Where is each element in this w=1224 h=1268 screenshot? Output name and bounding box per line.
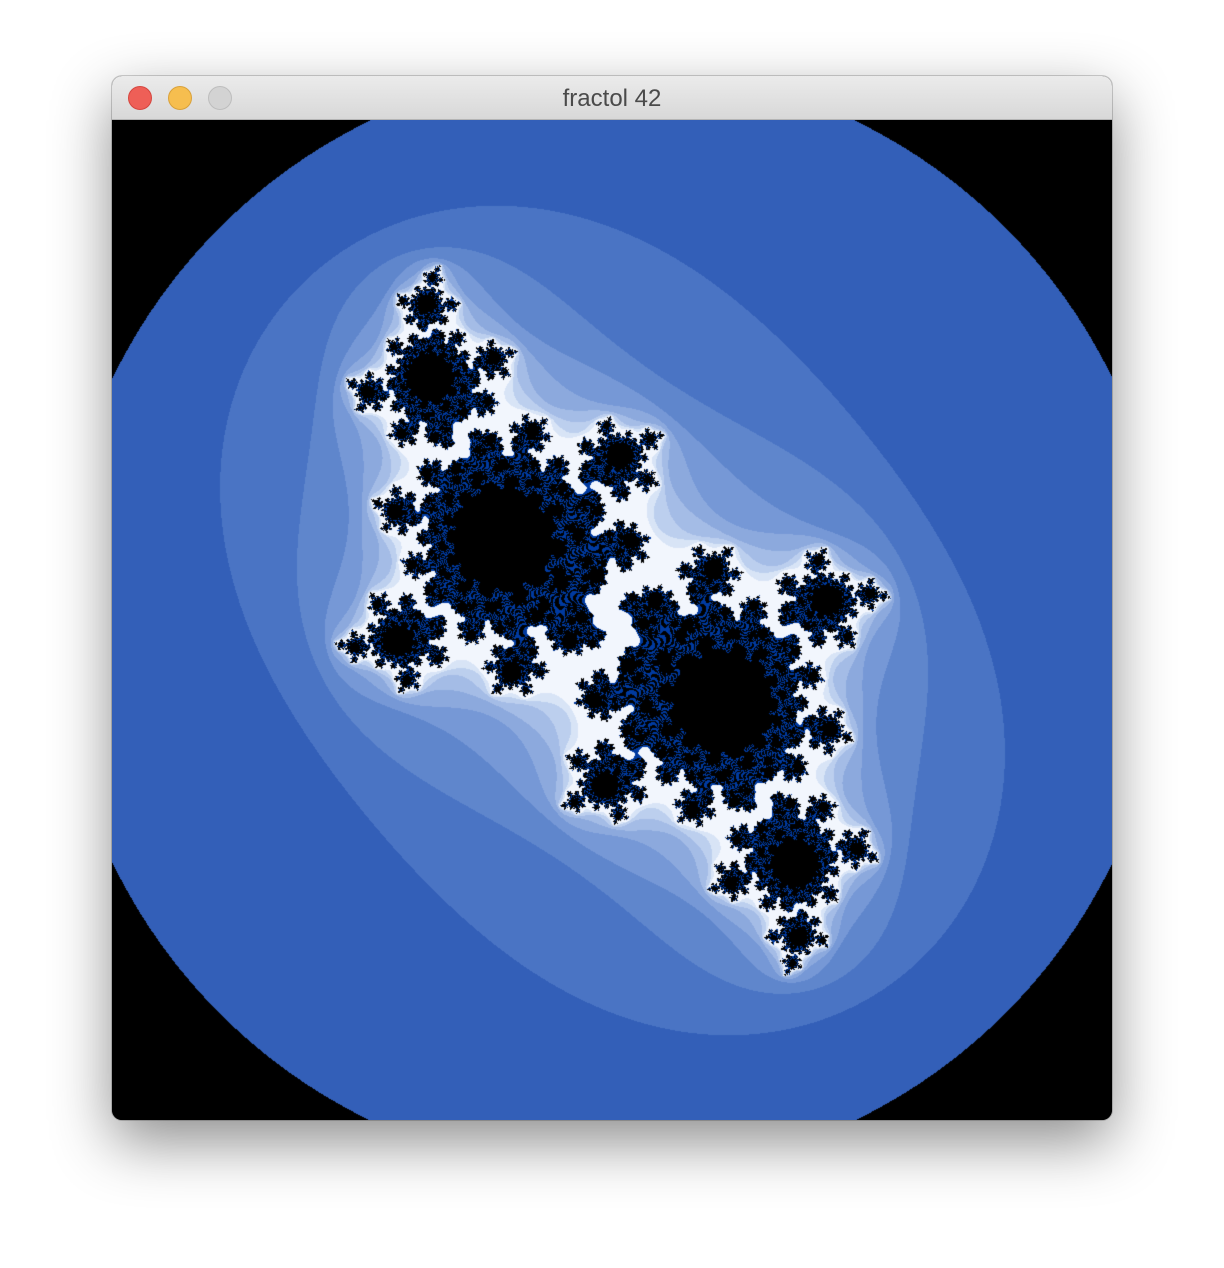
- minimize-button[interactable]: [168, 86, 192, 110]
- title-bar[interactable]: fractol 42: [112, 76, 1112, 120]
- zoom-button[interactable]: [208, 86, 232, 110]
- fractal-canvas[interactable]: [112, 120, 1112, 1120]
- window-title: fractol 42: [562, 85, 662, 112]
- fractol-window: fractol 42: [112, 76, 1112, 1120]
- close-button[interactable]: [128, 86, 152, 110]
